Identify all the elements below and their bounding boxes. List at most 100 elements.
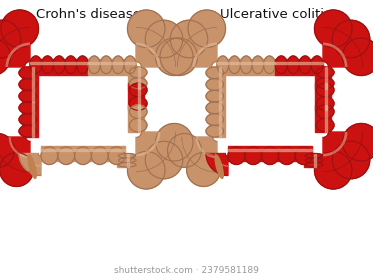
- Bar: [88, 62, 136, 64]
- Ellipse shape: [65, 56, 76, 74]
- Bar: [325, 67, 327, 89]
- Bar: [217, 62, 275, 64]
- Bar: [325, 105, 327, 132]
- Bar: [117, 153, 133, 167]
- Ellipse shape: [30, 56, 42, 74]
- Text: Ulcerative colitis: Ulcerative colitis: [220, 8, 330, 21]
- Ellipse shape: [299, 56, 311, 74]
- Circle shape: [167, 134, 201, 167]
- Bar: [314, 153, 316, 167]
- Ellipse shape: [305, 153, 323, 158]
- Ellipse shape: [311, 56, 323, 74]
- Bar: [128, 105, 144, 132]
- Ellipse shape: [295, 147, 312, 165]
- Ellipse shape: [206, 102, 223, 114]
- Ellipse shape: [19, 114, 37, 125]
- Ellipse shape: [316, 78, 334, 89]
- Bar: [22, 67, 38, 102]
- Ellipse shape: [316, 67, 334, 78]
- Wedge shape: [206, 153, 228, 176]
- Ellipse shape: [19, 102, 37, 114]
- Bar: [138, 83, 140, 110]
- Circle shape: [0, 38, 10, 76]
- Wedge shape: [0, 137, 30, 172]
- Circle shape: [332, 20, 370, 58]
- Bar: [275, 62, 323, 64]
- Bar: [41, 149, 125, 151]
- Wedge shape: [136, 27, 176, 67]
- Circle shape: [188, 10, 226, 48]
- Ellipse shape: [240, 56, 252, 74]
- Ellipse shape: [129, 67, 147, 78]
- Ellipse shape: [41, 147, 58, 165]
- Ellipse shape: [42, 56, 53, 74]
- Ellipse shape: [19, 125, 37, 137]
- Bar: [219, 102, 221, 137]
- Bar: [30, 59, 88, 75]
- Ellipse shape: [261, 147, 278, 165]
- Circle shape: [0, 20, 21, 58]
- Ellipse shape: [278, 147, 295, 165]
- Text: shutterstock.com · 2379581189: shutterstock.com · 2379581189: [113, 266, 258, 275]
- Ellipse shape: [129, 118, 147, 132]
- Bar: [138, 67, 140, 89]
- Circle shape: [314, 10, 352, 48]
- Ellipse shape: [206, 125, 223, 137]
- Wedge shape: [182, 137, 217, 172]
- Wedge shape: [323, 132, 363, 172]
- Bar: [228, 149, 312, 151]
- Circle shape: [1, 10, 38, 48]
- Ellipse shape: [206, 67, 223, 79]
- Wedge shape: [0, 27, 30, 67]
- Ellipse shape: [287, 56, 299, 74]
- Bar: [138, 105, 140, 132]
- Bar: [219, 67, 221, 102]
- Ellipse shape: [118, 153, 136, 158]
- Ellipse shape: [316, 118, 334, 132]
- Circle shape: [0, 153, 34, 186]
- Ellipse shape: [75, 147, 91, 165]
- Bar: [88, 59, 136, 75]
- Bar: [128, 67, 144, 89]
- Ellipse shape: [19, 79, 37, 90]
- Bar: [209, 67, 225, 102]
- Text: Crohn's disease: Crohn's disease: [35, 8, 141, 21]
- Circle shape: [186, 153, 220, 186]
- Circle shape: [128, 10, 165, 48]
- Ellipse shape: [118, 158, 136, 162]
- Circle shape: [145, 141, 183, 179]
- Ellipse shape: [228, 147, 245, 165]
- Ellipse shape: [19, 90, 37, 102]
- Ellipse shape: [275, 56, 287, 74]
- Ellipse shape: [124, 56, 136, 74]
- Ellipse shape: [206, 79, 223, 90]
- Bar: [315, 105, 331, 132]
- Ellipse shape: [76, 56, 88, 74]
- Ellipse shape: [129, 78, 147, 89]
- Bar: [22, 102, 38, 137]
- Circle shape: [156, 123, 193, 161]
- Ellipse shape: [305, 162, 323, 167]
- Bar: [304, 153, 320, 167]
- Ellipse shape: [28, 155, 36, 178]
- Ellipse shape: [19, 67, 37, 79]
- Wedge shape: [323, 27, 363, 67]
- Circle shape: [342, 123, 373, 161]
- Ellipse shape: [206, 114, 223, 125]
- Bar: [128, 83, 144, 110]
- Ellipse shape: [100, 56, 112, 74]
- Wedge shape: [136, 132, 176, 172]
- Ellipse shape: [316, 83, 334, 97]
- Bar: [275, 59, 323, 75]
- Ellipse shape: [112, 56, 124, 74]
- Bar: [228, 146, 312, 161]
- Ellipse shape: [108, 147, 125, 165]
- Bar: [315, 67, 331, 89]
- Bar: [127, 153, 129, 167]
- Ellipse shape: [316, 105, 334, 118]
- Bar: [209, 102, 225, 137]
- Ellipse shape: [305, 158, 323, 162]
- Wedge shape: [19, 153, 41, 176]
- Ellipse shape: [88, 56, 100, 74]
- Circle shape: [145, 20, 183, 58]
